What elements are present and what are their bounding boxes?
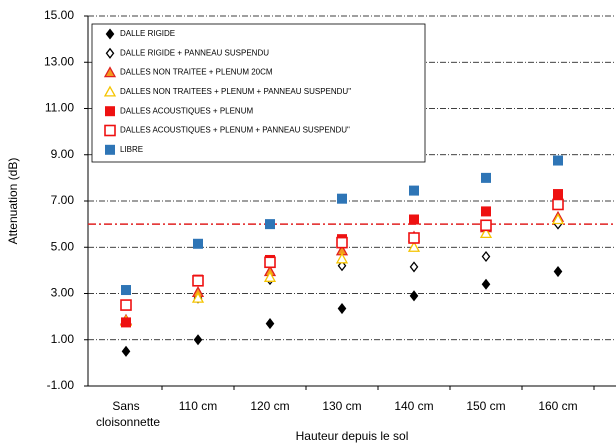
legend-label: LIBRE — [120, 145, 143, 154]
x-tick-label: 120 cm — [250, 399, 290, 413]
y-tick-label: 13.00 — [44, 54, 74, 68]
point — [480, 219, 492, 232]
legend-label: DALLES ACOUSTIQUES + PLENUM + PANNEAU SU… — [120, 126, 350, 135]
point — [479, 227, 493, 239]
point — [409, 290, 419, 302]
x-axis-title: Hauteur depuis le sol — [296, 429, 409, 443]
point — [121, 317, 131, 328]
x-tick-label: 150 cm — [466, 399, 506, 413]
legend-marker — [103, 66, 117, 78]
point — [336, 236, 348, 249]
point — [409, 261, 419, 273]
point — [263, 270, 277, 282]
point — [337, 260, 347, 272]
point — [553, 155, 563, 166]
point — [121, 345, 131, 357]
legend: DALLE RIGIDE DALLE RIGIDE + PANNEAU SUSPE… — [91, 23, 426, 163]
point — [408, 232, 420, 244]
y-tick-label: 5.00 — [51, 239, 75, 253]
point — [264, 256, 276, 269]
y-axis-title: Attenuation (dB) — [6, 158, 20, 245]
y-tick-label: -1.00 — [47, 378, 75, 392]
point — [409, 214, 419, 225]
y-tick-label: 7.00 — [51, 193, 75, 207]
point — [192, 274, 204, 287]
legend-label: DALLE RIGIDE + PANNEAU SUSPENDU — [120, 48, 269, 57]
legend-marker — [105, 106, 115, 117]
point — [409, 185, 419, 196]
y-tick-label: 11.00 — [45, 101, 74, 115]
x-tick-label: 140 cm — [394, 399, 434, 413]
point — [481, 206, 491, 217]
x-tick-label: Sans cloisonnette — [96, 399, 161, 429]
point — [265, 318, 275, 330]
legend-marker — [105, 28, 115, 40]
point — [552, 198, 564, 211]
point — [121, 285, 131, 296]
point — [481, 172, 491, 183]
legend-marker — [105, 47, 115, 59]
point — [265, 219, 275, 230]
legend-marker — [103, 85, 117, 97]
legend-marker — [105, 144, 115, 155]
y-tick-label: 9.00 — [51, 147, 75, 161]
point — [553, 265, 563, 278]
point — [193, 334, 203, 346]
point — [551, 213, 565, 225]
legend-label: DALLES NON TRAITEES + PLENUM + PANNEAU S… — [120, 87, 351, 96]
legend-label: DALLES ACOUSTIQUES + PLENUM — [120, 106, 253, 115]
x-tick-label: 110 cm — [178, 399, 218, 413]
point — [337, 302, 347, 315]
legend-label: DALLE RIGIDE — [120, 29, 175, 38]
point — [191, 291, 205, 303]
legend-box — [91, 23, 426, 163]
legend-marker — [104, 124, 116, 137]
point — [553, 189, 563, 200]
y-tick-label: 1.00 — [51, 332, 75, 346]
y-tick-label: 3.00 — [51, 286, 75, 300]
point — [193, 238, 203, 249]
point — [481, 278, 491, 290]
point — [120, 299, 132, 311]
x-tick-label: 130 cm — [322, 399, 362, 413]
x-tick-label: 160 cm — [538, 399, 578, 413]
point — [335, 252, 349, 264]
point — [337, 193, 347, 204]
legend-label: DALLES NON TRAITEE + PLENUM 20CM — [120, 68, 273, 77]
point — [407, 240, 421, 252]
y-tick-label: 15.00 — [44, 8, 74, 22]
point — [481, 250, 491, 263]
